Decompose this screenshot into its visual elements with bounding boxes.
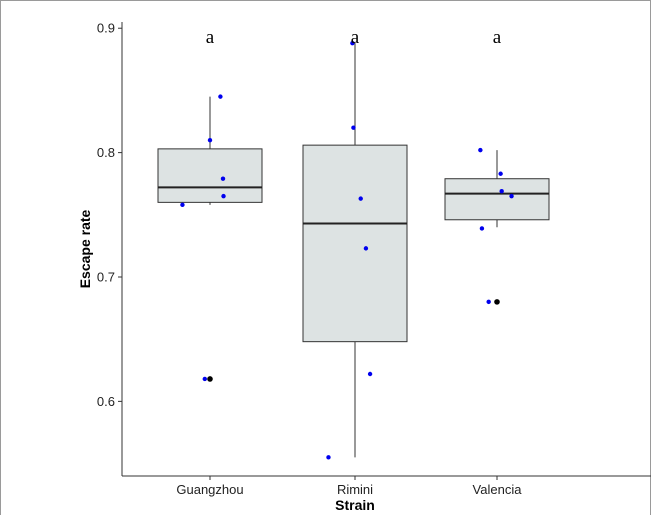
data-point bbox=[499, 188, 504, 194]
y-tick-label: 0.7 bbox=[97, 269, 115, 284]
data-point bbox=[498, 171, 503, 176]
data-point bbox=[350, 40, 355, 46]
y-axis: 0.6 0.7 0.8 0.9 bbox=[97, 21, 123, 476]
box-rimini bbox=[302, 144, 408, 343]
data-point bbox=[358, 196, 363, 201]
data-point bbox=[478, 147, 483, 153]
data-point bbox=[486, 299, 491, 305]
data-point bbox=[509, 193, 514, 199]
y-tick-label: 0.8 bbox=[97, 145, 115, 160]
data-point bbox=[479, 226, 485, 231]
data-point bbox=[207, 137, 213, 143]
data-point bbox=[351, 125, 356, 130]
data-point bbox=[363, 246, 369, 251]
boxes-layer bbox=[157, 43, 550, 458]
y-tick-label: 0.9 bbox=[97, 21, 115, 36]
significance-letter: a bbox=[206, 27, 215, 48]
data-point bbox=[326, 455, 331, 460]
data-point bbox=[221, 193, 226, 199]
outlier-point bbox=[494, 299, 500, 305]
outlier-point bbox=[207, 376, 213, 382]
y-tick-label: 0.6 bbox=[97, 394, 115, 409]
x-tick-label: Guangzhou bbox=[176, 482, 243, 497]
box-guangzhou bbox=[157, 148, 263, 203]
box-valencia bbox=[444, 178, 550, 221]
significance-letter: a bbox=[493, 27, 502, 48]
data-point bbox=[180, 202, 185, 208]
data-point bbox=[218, 94, 223, 99]
significance-letter: a bbox=[351, 27, 360, 48]
x-tick-label: Rimini bbox=[337, 482, 373, 497]
x-axis-title: Strain bbox=[335, 497, 375, 513]
x-axis: Guangzhou Rimini Valencia bbox=[122, 475, 651, 497]
y-axis-title: Escape rate bbox=[77, 209, 93, 288]
data-point bbox=[202, 376, 207, 382]
data-point bbox=[220, 176, 226, 181]
x-tick-label: Valencia bbox=[473, 482, 523, 497]
points-layer bbox=[180, 40, 514, 460]
data-point bbox=[367, 371, 373, 377]
